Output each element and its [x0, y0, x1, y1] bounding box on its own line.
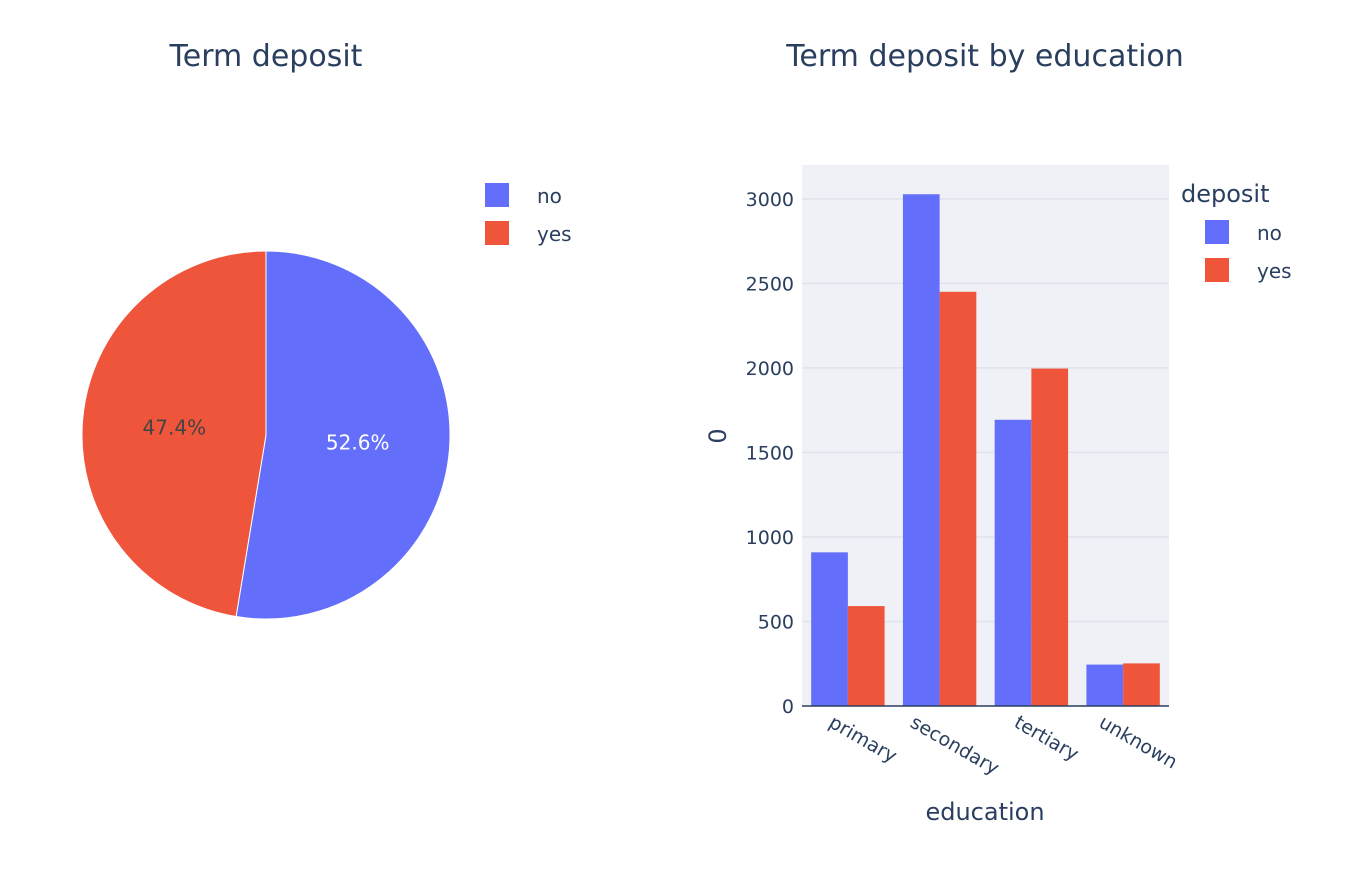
pie-label-yes: 47.4% [143, 415, 207, 439]
y-tick-label: 2500 [746, 273, 794, 295]
y-tick-label: 1500 [746, 442, 794, 464]
bar-unknown-no[interactable] [1086, 664, 1124, 706]
pie-legend-item-no[interactable]: no [485, 183, 562, 208]
x-tick-label: secondary [906, 711, 1002, 779]
bar-secondary-no[interactable] [902, 194, 940, 707]
bar-unknown-yes[interactable] [1123, 663, 1160, 706]
bar-primary-no[interactable] [811, 552, 848, 706]
y-tick-label: 0 [782, 696, 794, 718]
bar-legend-item-yes[interactable]: yes [1205, 258, 1292, 283]
pie-legend: no yes [485, 183, 572, 246]
bars [811, 194, 1160, 707]
x-tick-labels: primary secondary tertiary unknown [825, 711, 1181, 779]
pie-label-no: 52.6% [326, 431, 390, 455]
y-tick-label: 500 [758, 611, 794, 633]
pie-legend-label-no: no [537, 184, 562, 208]
bar-tertiary-yes[interactable] [1031, 368, 1069, 706]
x-tick-label: tertiary [1010, 711, 1082, 765]
x-tick-label: unknown [1095, 711, 1181, 773]
bar-legend-swatch-no [1205, 220, 1229, 244]
pie-legend-swatch-no [485, 183, 509, 207]
y-axis-title: 0 [704, 428, 732, 443]
y-tick-labels: 0 500 1000 1500 2000 2500 3000 [746, 189, 794, 718]
bar-legend-title: deposit [1181, 180, 1270, 208]
bar-primary-yes[interactable] [847, 606, 885, 706]
y-tick-label: 3000 [746, 189, 794, 211]
pie-slices: 52.6% 47.4% [81, 250, 451, 620]
bar-legend-item-no[interactable]: no [1205, 220, 1282, 245]
bar-tertiary-no[interactable] [994, 419, 1032, 706]
pie-title: Term deposit [169, 39, 363, 74]
pie-legend-label-yes: yes [537, 222, 572, 246]
pie-slice-yes[interactable] [81, 250, 267, 618]
pie-chart: Term deposit 52.6% 47.4% no yes [81, 39, 572, 620]
bar-chart: Term deposit by education 0 500 1000 1500 20… [704, 39, 1292, 826]
bar-legend-label-no: no [1257, 221, 1282, 245]
bar-secondary-yes[interactable] [939, 291, 977, 706]
y-tick-label: 1000 [746, 527, 794, 549]
x-tick-label: primary [825, 711, 900, 767]
x-axis-title: education [925, 798, 1044, 826]
pie-legend-item-yes[interactable]: yes [485, 221, 572, 246]
bar-legend-swatch-yes [1205, 258, 1229, 282]
bar-title: Term deposit by education [785, 39, 1184, 74]
bar-legend: deposit no yes [1181, 180, 1292, 283]
pie-slice-no[interactable] [235, 250, 451, 620]
bar-legend-label-yes: yes [1257, 259, 1292, 283]
pie-legend-swatch-yes [485, 221, 509, 245]
y-tick-label: 2000 [746, 358, 794, 380]
